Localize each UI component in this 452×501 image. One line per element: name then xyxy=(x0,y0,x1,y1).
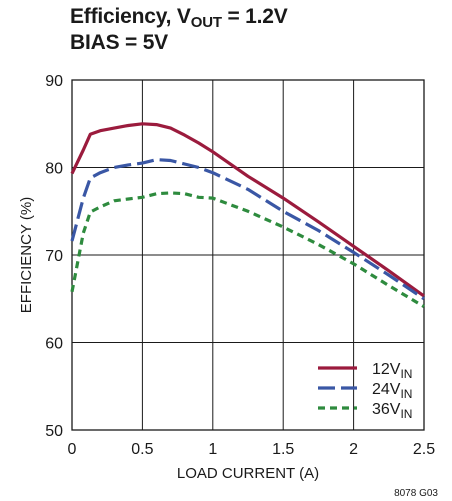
x-tick-label: 0 xyxy=(68,441,77,458)
y-tick-label: 60 xyxy=(45,336,63,353)
y-tick-label: 90 xyxy=(45,73,63,90)
x-tick-label: 2 xyxy=(349,441,358,458)
legend-label-12v: 12VIN xyxy=(372,361,412,381)
x-tick-label: 2.5 xyxy=(413,441,435,458)
x-axis-ticks: 0 0.5 1 1.5 2 2.5 xyxy=(68,441,436,458)
x-tick-label: 0.5 xyxy=(131,441,153,458)
y-tick-label: 70 xyxy=(45,248,63,265)
x-axis-label: LOAD CURRENT (A) xyxy=(177,465,319,482)
y-axis-label: EFFICIENCY (%) xyxy=(18,197,35,313)
figure-code: 8078 G03 xyxy=(394,488,438,499)
series-line-36v xyxy=(70,191,425,308)
y-tick-label: 50 xyxy=(45,423,63,440)
series-line-12v xyxy=(70,122,425,298)
y-axis-ticks: 50 60 70 80 90 xyxy=(45,73,63,440)
series-layer xyxy=(70,122,425,308)
legend-label-24v: 24VIN xyxy=(372,381,412,401)
x-tick-label: 1.5 xyxy=(272,441,294,458)
title-line-2: BIAS = 5V xyxy=(70,31,168,54)
x-tick-label: 1 xyxy=(208,441,217,458)
series-line-24v xyxy=(70,158,425,301)
y-tick-label: 80 xyxy=(45,161,63,178)
title-line-1: Efficiency, VOUT = 1.2V xyxy=(70,5,288,31)
plot-frame xyxy=(71,79,425,431)
legend-label-36v: 36VIN xyxy=(372,401,412,421)
chart-title: Efficiency, VOUT = 1.2V BIAS = 5V xyxy=(70,4,288,56)
